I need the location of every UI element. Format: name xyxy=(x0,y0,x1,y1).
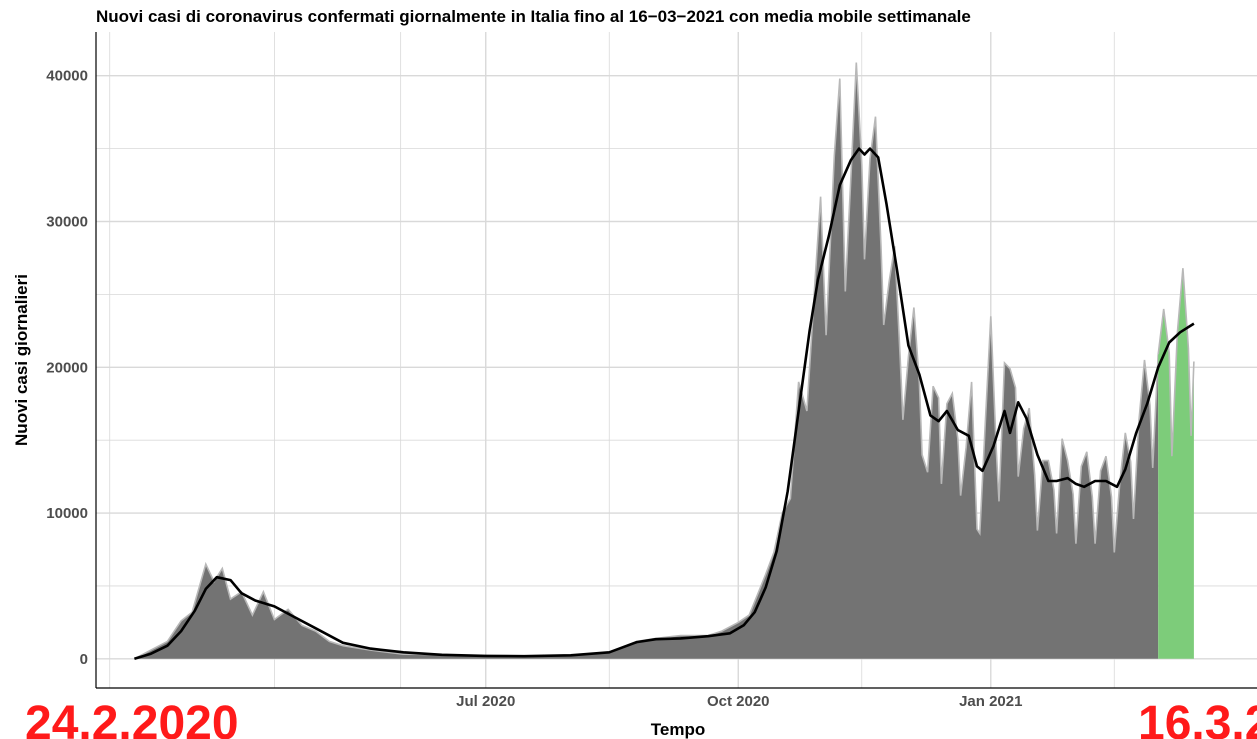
x-tick-labels: Jul 2020 Oct 2020 Jan 2021 xyxy=(456,693,1022,710)
x-tick-label: Jan 2021 xyxy=(959,693,1022,710)
highlight-period-fill xyxy=(1158,268,1194,659)
y-tick-label: 40000 xyxy=(46,68,88,85)
moving-average-path xyxy=(134,147,1195,661)
y-axis-label: Nuovi casi giornalieri xyxy=(12,274,31,446)
daily-cases-fill xyxy=(134,62,1159,659)
x-axis-label: Tempo xyxy=(651,720,705,739)
highlight-period-outline xyxy=(1157,268,1195,457)
daily-cases-area xyxy=(134,62,1195,660)
y-tick-label: 0 xyxy=(80,651,88,668)
x-tick-label: Jul 2020 xyxy=(456,693,515,710)
axes xyxy=(95,32,1257,689)
y-tick-label: 30000 xyxy=(46,214,88,231)
y-tick-label: 10000 xyxy=(46,505,88,522)
chart-title: Nuovi casi di coronavirus confermati gio… xyxy=(96,7,971,26)
x-tick-label: Oct 2020 xyxy=(707,693,770,710)
moving-average-line xyxy=(134,147,1195,661)
y-tick-label: 20000 xyxy=(46,359,88,376)
y-tick-labels: 0 10000 20000 30000 40000 xyxy=(46,68,88,668)
daily-cases-outline xyxy=(134,62,1159,660)
end-date-annotation: 16.3.2 xyxy=(1138,697,1257,739)
start-date-annotation: 24.2.2020 xyxy=(25,697,239,739)
